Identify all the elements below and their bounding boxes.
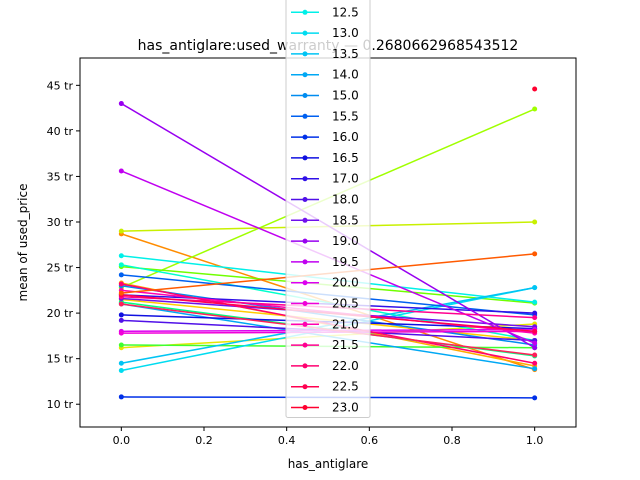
data-point-23-1: [532, 340, 538, 346]
x-axis-label: has_antiglare: [288, 457, 369, 471]
data-point-17-1: [532, 395, 538, 401]
legend-label: 15.0: [332, 89, 359, 103]
legend-swatch-marker: [302, 301, 308, 306]
x-tick-label: 0.2: [195, 434, 213, 447]
legend-swatch-marker: [302, 51, 308, 57]
legend-label: 22.0: [332, 359, 359, 373]
data-point-31-0: [118, 290, 124, 296]
legend-box: [285, 0, 371, 418]
legend-label: 23.0: [332, 401, 359, 415]
x-tick-label: 0.8: [443, 434, 461, 447]
data-point-17-0: [118, 394, 124, 400]
data-point-31-1: [532, 251, 538, 257]
legend-swatch-marker: [302, 155, 308, 161]
data-point-22-0: [118, 101, 124, 107]
legend-swatch-marker: [302, 238, 308, 244]
x-tick-label: 1.0: [526, 434, 544, 447]
data-point-6-1: [532, 106, 538, 112]
data-point-10-0: [118, 262, 124, 268]
data-point-18-0: [118, 312, 124, 318]
legend-label: 22.5: [332, 380, 359, 394]
data-point-32-1: [532, 352, 538, 358]
x-tick-label: 0.0: [113, 434, 131, 447]
legend-swatch-marker: [302, 113, 308, 119]
legend-label: 13.5: [332, 47, 359, 61]
data-point-13-0: [118, 360, 124, 366]
data-point-22-1: [532, 345, 538, 351]
data-point-11-0: [118, 253, 124, 259]
legend-label: 18.0: [332, 193, 359, 207]
data-point-11-1: [532, 299, 538, 305]
legend-swatch-marker: [302, 30, 308, 36]
legend-label: 14.0: [332, 68, 359, 82]
legend-label: 17.0: [332, 172, 359, 186]
data-point-5-0: [118, 228, 124, 234]
legend: 12.5 13.0 13.5 14.0 15.0 15.5 16.0 16.5 17.0 18.0…: [285, 0, 371, 418]
data-point-32-0: [118, 301, 124, 307]
data-point-28-0: [118, 281, 124, 287]
legend-swatch-marker: [302, 342, 308, 348]
data-point-8-0: [118, 342, 124, 348]
data-point-13-1: [532, 285, 538, 291]
data-point-29-1: [532, 328, 538, 334]
legend-swatch-marker: [302, 93, 308, 98]
legend-label: 16.5: [332, 151, 359, 165]
y-axis-ticks: 10 tr 15 tr 20 tr 25 tr 30 tr 35 tr 40 tr 45 tr: [47, 79, 80, 411]
legend-swatch-marker: [302, 363, 308, 369]
data-point-16-0: [118, 272, 124, 278]
legend-label: 20.0: [332, 276, 359, 290]
y-tick-label: 15 tr: [47, 353, 74, 366]
legend-swatch-marker: [302, 9, 308, 15]
x-axis-ticks: 0.0 0.2 0.4 0.6 0.8 1.0: [113, 427, 544, 447]
legend-label: 13.0: [332, 26, 359, 40]
legend-label: 20.5: [332, 297, 359, 311]
y-tick-label: 30 tr: [47, 216, 74, 229]
legend-swatch-marker: [302, 384, 308, 390]
legend-label: 15.5: [332, 109, 359, 123]
y-tick-label: 20 tr: [47, 307, 74, 320]
legend-label: 19.5: [332, 255, 359, 269]
legend-swatch-marker: [302, 217, 308, 223]
legend-swatch-marker: [302, 259, 308, 265]
y-axis-label: mean of used_price: [16, 184, 30, 302]
data-point-5-1: [532, 219, 538, 225]
legend-swatch-marker: [302, 134, 308, 140]
y-tick-label: 40 tr: [47, 125, 74, 138]
legend-label: 21.0: [332, 317, 359, 331]
x-tick-label: 0.6: [361, 434, 379, 447]
legend-label: 12.5: [332, 5, 359, 19]
legend-label: 19.0: [332, 234, 359, 248]
y-tick-label: 35 tr: [47, 170, 74, 183]
legend-swatch-marker: [302, 72, 308, 78]
legend-swatch-marker: [302, 280, 308, 286]
legend-swatch-marker: [302, 405, 308, 410]
data-point-19-1: [532, 310, 538, 316]
legend-swatch-marker: [302, 197, 308, 202]
data-point-30-0: [532, 86, 538, 92]
data-point-12-0: [118, 368, 124, 374]
y-tick-label: 45 tr: [47, 79, 74, 92]
data-point-25-0: [118, 330, 124, 336]
legend-label: 18.5: [332, 213, 359, 227]
data-point-23-0: [118, 168, 124, 174]
y-tick-label: 10 tr: [47, 398, 74, 411]
legend-swatch-marker: [302, 321, 308, 327]
x-tick-label: 0.4: [278, 434, 296, 447]
data-point-27-1: [532, 315, 538, 321]
legend-swatch-marker: [302, 176, 308, 182]
data-point-14-1: [532, 366, 538, 372]
y-tick-label: 25 tr: [47, 262, 74, 275]
data-point-28-1: [532, 360, 538, 366]
legend-label: 16.0: [332, 130, 359, 144]
legend-label: 21.5: [332, 338, 359, 352]
data-point-20-0: [118, 317, 124, 323]
